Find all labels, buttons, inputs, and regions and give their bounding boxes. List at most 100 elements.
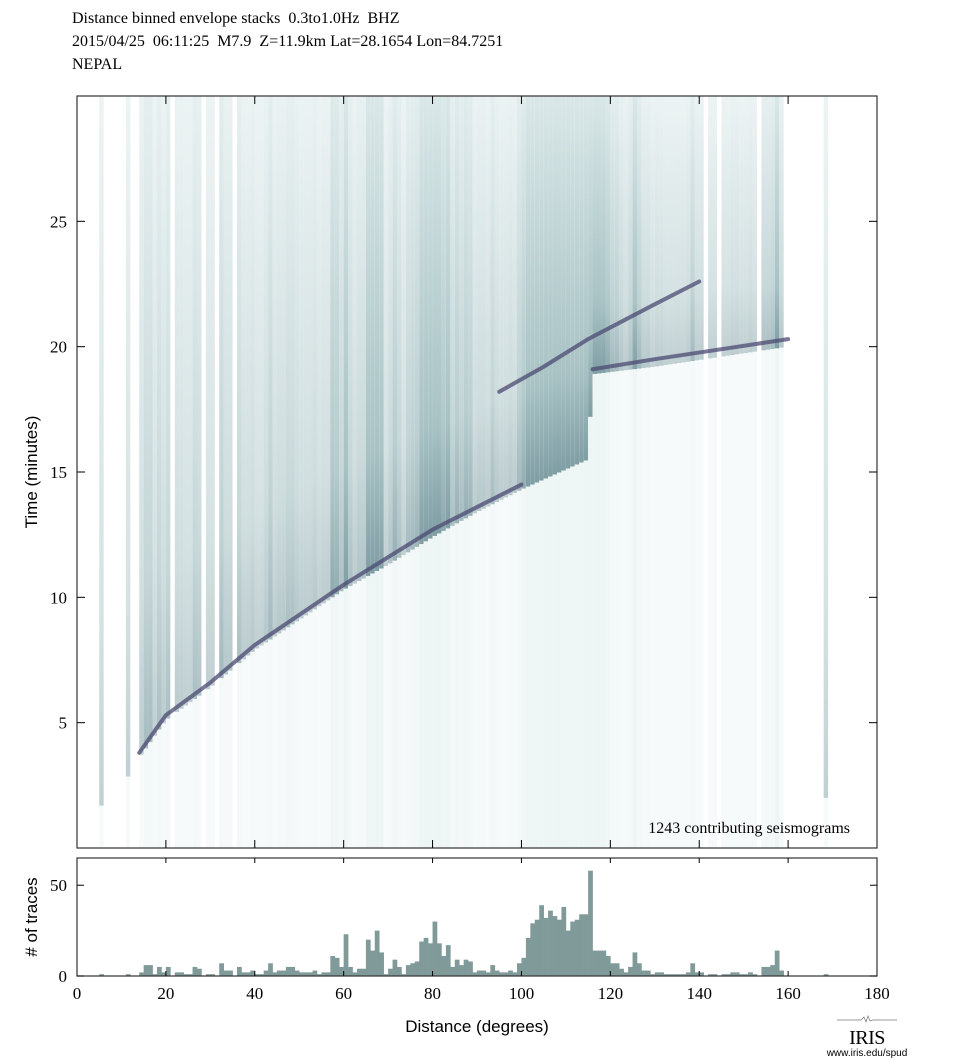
- heatmap-column-energy: [525, 96, 531, 487]
- heatmap-column-noise: [459, 520, 464, 848]
- heatmap-column-energy: [730, 96, 735, 356]
- heatmap-column-energy: [263, 96, 269, 643]
- histogram-bar: [179, 972, 184, 976]
- heatmap-column-energy: [339, 96, 344, 592]
- arrival-front-line: [137, 482, 524, 755]
- histogram-bar: [450, 966, 456, 976]
- heatmap-column-noise: [303, 615, 309, 848]
- heatmap-column-noise: [712, 357, 717, 848]
- heatmap-column-noise: [748, 352, 753, 848]
- heatmap-column-noise: [321, 603, 326, 848]
- heatmap-column-energy: [392, 96, 397, 561]
- histogram-bar: [174, 972, 180, 976]
- heatmap-column-energy: [125, 96, 131, 777]
- histogram-bar: [405, 965, 411, 976]
- histogram-bar: [610, 963, 616, 976]
- heatmap-column-energy: [681, 96, 686, 363]
- histogram-bar: [823, 974, 829, 976]
- histogram-bar: [641, 970, 647, 976]
- heatmap-column-energy: [645, 96, 651, 368]
- histogram-bar: [197, 968, 202, 976]
- heatmap-column-noise: [557, 472, 562, 848]
- heatmap-column-energy: [637, 96, 642, 369]
- heatmap-column-noise: [401, 555, 406, 848]
- histogram-bar: [379, 952, 384, 976]
- histogram-bar: [592, 950, 598, 976]
- histogram-bar: [503, 972, 509, 976]
- heatmap-column-noise: [637, 368, 642, 848]
- heatmap-column-noise: [690, 361, 695, 848]
- heatmap-column-noise: [263, 642, 269, 848]
- heatmap-column-noise: [312, 609, 317, 848]
- heatmap-column-noise: [250, 651, 255, 848]
- heatmap-column-noise: [157, 729, 162, 848]
- heatmap-column-energy: [334, 96, 340, 595]
- heatmap-column-noise: [317, 606, 322, 848]
- histogram-bar: [485, 972, 491, 976]
- heatmap-column-noise: [654, 366, 660, 848]
- heatmap-column-energy: [468, 96, 473, 516]
- heatmap-column-energy: [579, 96, 584, 463]
- histogram-bar: [263, 970, 269, 976]
- heatmap-column-energy: [548, 96, 553, 477]
- histogram-bar: [392, 959, 398, 976]
- heatmap-column-energy: [663, 96, 669, 366]
- histogram-bar: [530, 923, 536, 976]
- histogram-y-label: # of traces: [22, 877, 41, 956]
- heatmap-column-energy: [268, 96, 273, 640]
- histogram-bar: [765, 966, 771, 976]
- heatmap-column-noise: [601, 372, 606, 848]
- histogram-bar: [165, 966, 171, 976]
- heatmap-column-noise: [374, 571, 380, 848]
- histogram-bar: [383, 974, 389, 976]
- iris-url: www.iris.edu/spud: [826, 1048, 908, 1059]
- histogram-bar: [508, 970, 513, 976]
- heatmap-column-noise: [699, 359, 704, 848]
- heatmap-column-energy: [192, 96, 197, 699]
- heatmap-column-energy: [668, 96, 673, 365]
- heatmap-column-noise: [294, 621, 300, 848]
- heatmap-column-noise: [330, 597, 335, 848]
- histogram-bar: [614, 963, 620, 976]
- heatmap-column-energy: [423, 96, 429, 542]
- heatmap-column-energy: [445, 96, 451, 529]
- heatmap-column-noise: [143, 748, 149, 848]
- heatmap-column-noise: [334, 594, 340, 848]
- histogram-bar: [472, 972, 478, 976]
- heatmap-column-energy: [174, 96, 180, 713]
- heatmap-column-noise: [308, 612, 313, 848]
- histogram-bars: [99, 870, 829, 976]
- heatmap-column-noise: [730, 355, 735, 848]
- heatmap-column-energy: [712, 96, 717, 358]
- heatmap-column-noise: [517, 490, 522, 848]
- heatmap-column-noise: [245, 655, 251, 848]
- histogram-bar: [139, 972, 144, 976]
- heatmap-column-energy: [641, 96, 646, 369]
- heatmap-column-noise: [223, 674, 229, 848]
- heatmap-column-noise: [437, 533, 442, 848]
- histogram-bar: [219, 963, 224, 976]
- heatmap-column-noise: [352, 583, 357, 848]
- heatmap-column-energy: [699, 96, 704, 360]
- heatmap-column-noise: [552, 474, 557, 848]
- heatmap-column-noise: [410, 549, 415, 848]
- heatmap-column-energy: [601, 96, 606, 373]
- heatmap-column-energy: [321, 96, 326, 604]
- heatmap-column-noise: [548, 476, 553, 848]
- histogram-bar: [228, 970, 233, 976]
- histogram-bar: [157, 966, 162, 976]
- heatmap-column-energy: [583, 96, 589, 461]
- heatmap-column-noise: [681, 362, 686, 848]
- heatmap-column-energy: [317, 96, 322, 607]
- heatmap-column-energy: [428, 96, 433, 539]
- heatmap-column-noise: [441, 530, 446, 848]
- histogram-bar: [632, 952, 638, 976]
- hist-y-tick-label: 50: [50, 876, 67, 895]
- histogram-bar: [272, 972, 278, 976]
- heatmap-column-energy: [245, 96, 251, 656]
- histogram-bar: [539, 905, 544, 976]
- heatmap-column-energy: [228, 96, 233, 671]
- heatmap-column-noise: [721, 356, 726, 848]
- histogram-bar: [574, 919, 580, 976]
